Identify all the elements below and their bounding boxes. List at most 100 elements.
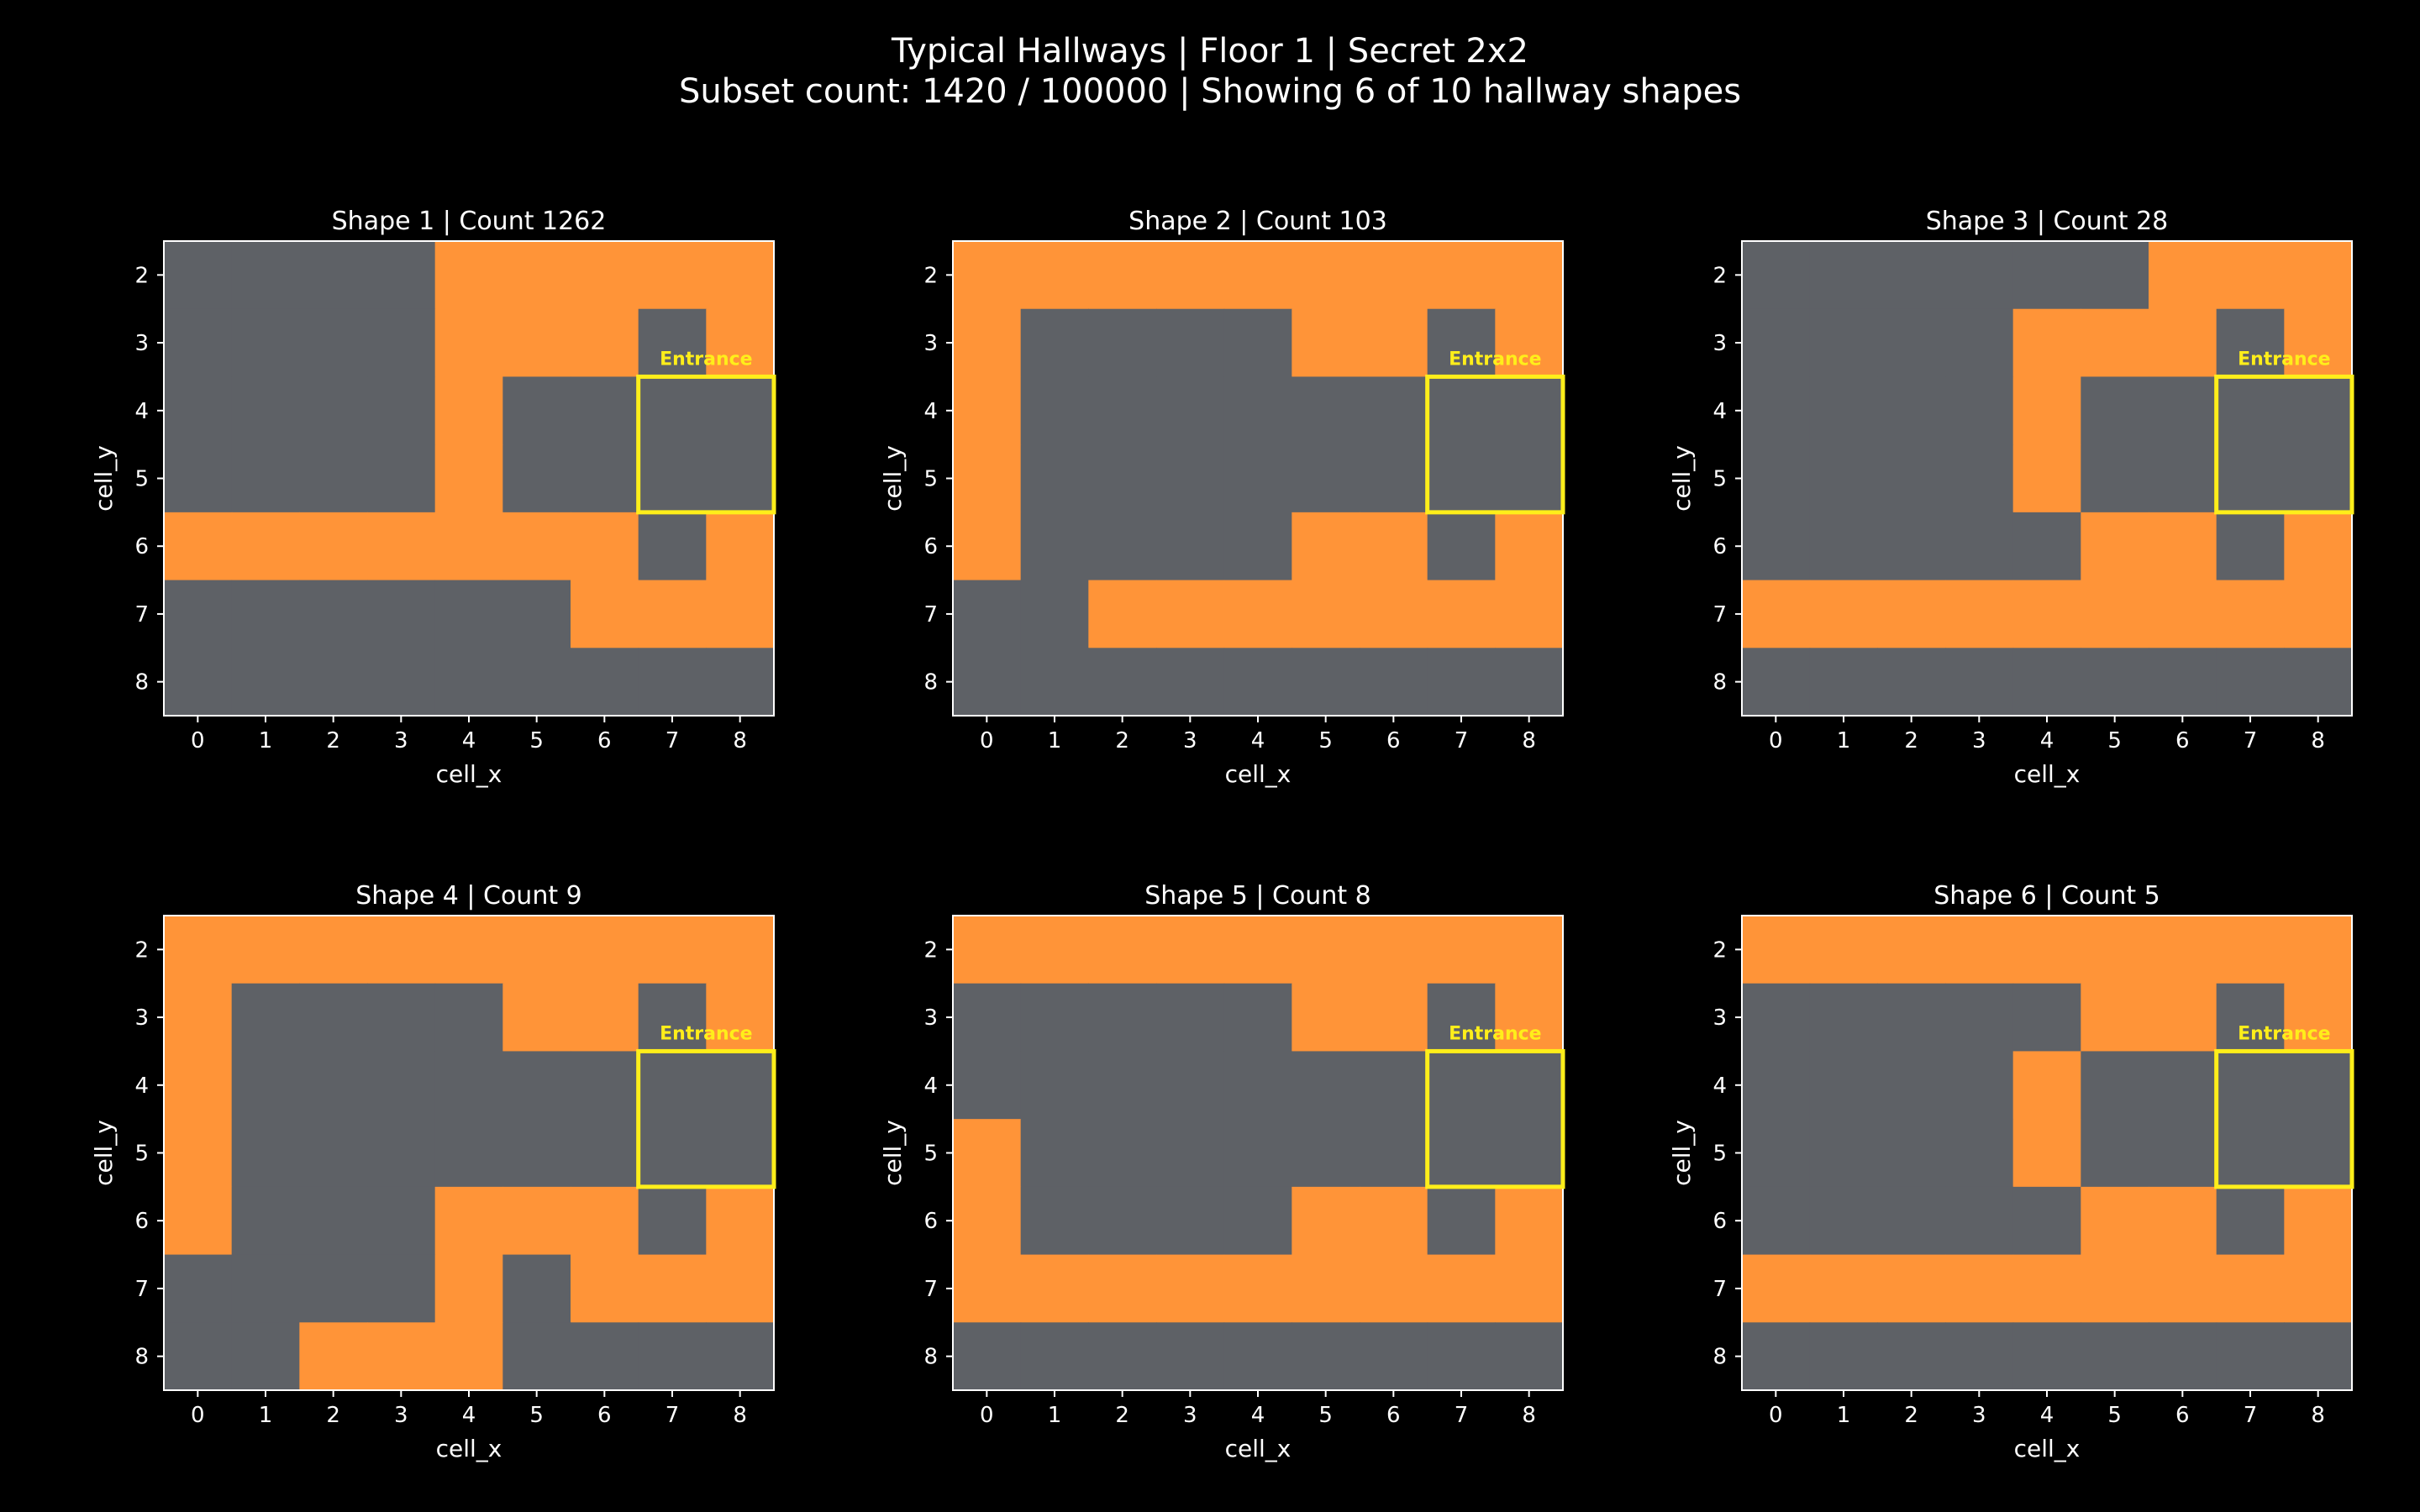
wall-cell <box>299 983 368 1053</box>
hallway-cell <box>434 916 503 984</box>
wall-cell <box>1088 1186 1157 1256</box>
x-tick-label: 7 <box>2244 728 2258 753</box>
wall-cell <box>953 1051 1022 1120</box>
hallway-cell <box>2081 512 2149 581</box>
hallway-cell <box>706 1254 775 1323</box>
hallway-cell <box>638 916 707 984</box>
hallway-cell <box>502 916 571 984</box>
wall-cell <box>1156 983 1225 1053</box>
wall-cell <box>231 1254 300 1323</box>
y-axis-label: cell_y <box>1668 1120 1696 1186</box>
y-tick-label: 4 <box>1712 1074 1727 1099</box>
x-tick-label: 4 <box>462 1403 476 1428</box>
wall-cell <box>367 1186 436 1256</box>
wall-cell <box>164 648 233 717</box>
x-axis-label: cell_x <box>2014 760 2081 788</box>
hallway-cell <box>231 512 300 581</box>
wall-cell <box>1223 1186 1292 1256</box>
y-tick-label: 3 <box>1712 331 1727 356</box>
wall-cell <box>2216 1119 2285 1188</box>
hallway-cell <box>571 916 639 984</box>
wall-cell <box>367 308 436 378</box>
hallway-cell <box>953 512 1022 581</box>
hallway-cell <box>571 308 639 378</box>
y-tick-label: 4 <box>134 399 149 424</box>
x-tick-label: 0 <box>1769 728 1783 753</box>
hallway-cell <box>571 580 639 648</box>
wall-cell <box>1360 1051 1428 1120</box>
wall-cell <box>1360 648 1428 717</box>
hallway-cell <box>953 1119 1022 1188</box>
hallway-cell <box>2149 241 2217 310</box>
hallway-cell <box>434 376 503 445</box>
wall-cell <box>299 1254 368 1323</box>
wall-cell <box>953 580 1022 648</box>
y-tick-label: 8 <box>923 1345 938 1370</box>
wall-cell <box>1156 1051 1225 1120</box>
wall-cell <box>2081 1051 2149 1120</box>
y-axis-label: cell_y <box>90 445 118 512</box>
hallway-cell <box>2284 308 2353 378</box>
subplot-title: Shape 1 | Count 1262 <box>332 207 607 236</box>
hallway-cell <box>1088 916 1157 984</box>
x-tick-label: 5 <box>529 1403 544 1428</box>
hallway-cell <box>1495 1254 1564 1323</box>
hallway-cell <box>2012 580 2081 648</box>
wall-cell <box>2216 648 2285 717</box>
subplot-title: Shape 5 | Count 8 <box>1144 881 1370 911</box>
y-tick-label: 6 <box>923 534 938 559</box>
wall-cell <box>1223 512 1292 581</box>
wall-cell <box>502 376 571 445</box>
y-tick-label: 2 <box>1712 937 1727 963</box>
x-tick-label: 1 <box>1048 728 1062 753</box>
y-axis-label: cell_y <box>879 445 907 512</box>
x-axis-label: cell_x <box>436 1435 502 1462</box>
subplot-1: Entrance 0 1 2 3 4 5 6 7 8 2 3 4 5 6 7 8 cell_x cell_y Shap… <box>90 207 776 788</box>
entrance-label: Entrance <box>660 349 753 370</box>
hallway-cell <box>164 1186 233 1256</box>
hallway-cell <box>2284 512 2353 581</box>
wall-cell <box>164 308 233 378</box>
wall-cell <box>1945 1051 2014 1120</box>
wall-cell <box>2012 512 2081 581</box>
y-tick-label: 2 <box>1712 263 1727 288</box>
x-tick-label: 6 <box>597 728 612 753</box>
wall-cell <box>1223 444 1292 513</box>
hallway-cell <box>434 308 503 378</box>
hallway-cell <box>1495 308 1564 378</box>
wall-cell <box>571 1051 639 1120</box>
y-axis-label: cell_y <box>90 1120 118 1186</box>
wall-cell <box>1809 241 1878 310</box>
x-axis-label: cell_x <box>1225 1435 1292 1462</box>
hallway-cell <box>2012 308 2081 378</box>
wall-cell <box>1020 1186 1089 1256</box>
x-tick-label: 0 <box>980 1403 994 1428</box>
y-tick-label: 5 <box>923 467 938 492</box>
hallway-cell <box>164 1051 233 1120</box>
wall-cell <box>1877 444 1946 513</box>
wall-cell <box>638 444 707 513</box>
x-tick-label: 4 <box>2040 728 2054 753</box>
hallway-cell <box>2081 308 2149 378</box>
hallway-cell <box>2216 241 2285 310</box>
wall-cell <box>1809 648 1878 717</box>
hallway-cell <box>953 241 1022 310</box>
entrance-box <box>1425 374 1565 515</box>
wall-cell <box>1945 308 2014 378</box>
hallway-cell <box>2284 916 2353 984</box>
entrance-box <box>1425 1048 1565 1189</box>
y-tick-label: 7 <box>1712 1277 1727 1302</box>
wall-cell <box>2216 983 2285 1053</box>
wall-cell <box>299 376 368 445</box>
hallway-cell <box>1495 580 1564 648</box>
wall-cell <box>1945 241 2014 310</box>
wall-cell <box>2149 444 2217 513</box>
hallway-cell <box>1020 916 1089 984</box>
hallway-cell <box>1360 1254 1428 1323</box>
x-tick-label: 5 <box>529 728 544 753</box>
x-tick-label: 8 <box>2311 1403 2325 1428</box>
wall-cell <box>1088 1119 1157 1188</box>
hallway-cell <box>571 1254 639 1323</box>
x-tick-label: 7 <box>2244 1403 2258 1428</box>
